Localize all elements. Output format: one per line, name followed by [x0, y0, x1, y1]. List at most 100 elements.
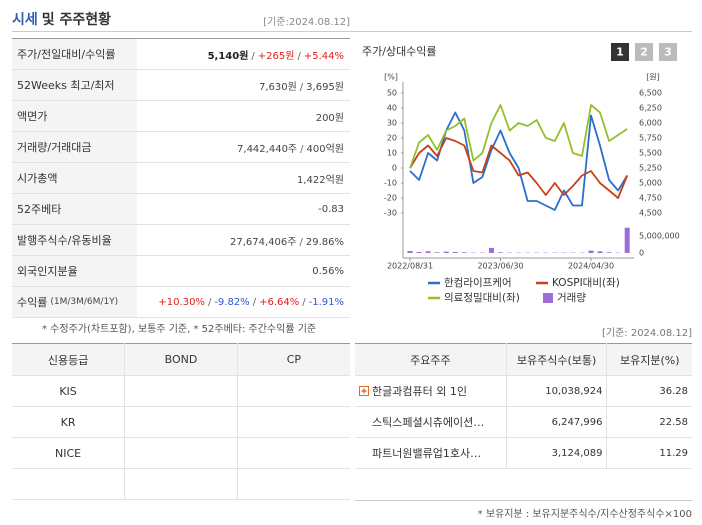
legend-label: KOSPI대비(좌) [552, 277, 620, 289]
y2-tick-label: 4,750 [639, 194, 662, 203]
cp-cell [237, 406, 350, 438]
base-date: [기준: 2024.08.12] [601, 328, 692, 339]
y-tick-label: 0 [392, 164, 397, 173]
header-cell: BOND [124, 343, 238, 376]
separator: / [207, 296, 212, 308]
y2-axis-unit: [원] [646, 73, 660, 82]
legend-label: 한컴라이프케어 [444, 277, 512, 289]
credit-table: 신용등급 BOND CP KIS KR NICE [12, 343, 350, 500]
row-label: 시가총액 [12, 163, 137, 193]
summary-row: 거래량/거래대금 7,442,440주/400억원 [12, 132, 350, 163]
header-cell: 보유주식수(보통) [506, 343, 608, 376]
agency: KR [12, 406, 126, 438]
series-line [409, 111, 628, 211]
shareholder-table: 주요주주 보유주식수(보통) 보유지분(%) 한글과컴퓨터 외 1인 10,038,92… [355, 343, 692, 469]
row-value: 200원 [137, 109, 350, 124]
bond-cell [124, 437, 238, 469]
summary-row: 주가/전일대비/수익률 5,140원 / +265원 / +5.44% [12, 39, 350, 70]
value-text: 400억원 [306, 143, 345, 155]
header-cell: 신용등급 [12, 343, 126, 376]
separator: / [299, 236, 303, 248]
expand-icon[interactable] [359, 386, 369, 396]
label-text: 시가총액 [17, 172, 58, 185]
volume-bar [434, 252, 440, 253]
x-tick-label: 2024/04/30 [568, 262, 614, 271]
value-text: 27,674,406주 [230, 236, 297, 248]
legend-label: 거래량 [557, 292, 586, 304]
cp-cell [237, 375, 350, 407]
summary-row: 수익률 (1M/3M/6M/1Y) +10.30% / -9.82% / +6.64% / -1… [12, 287, 350, 318]
label-text: 52주베타 [17, 203, 62, 216]
empty-cell [237, 468, 350, 500]
separator: / [302, 296, 306, 308]
y2-tick-label: 5,500 [639, 149, 662, 158]
page-button-label[interactable]: 1 [616, 46, 624, 59]
series-line [409, 104, 628, 169]
volume-bar [606, 252, 612, 253]
y2-tick-label: 5,000 [639, 179, 662, 188]
row-value: -0.83 [137, 204, 350, 215]
volume-bar [452, 251, 458, 253]
holder-cell: 3,124,089 [506, 437, 608, 469]
holder-row: 스틱스페셜시츄에이션… 6,247,996 22.58 [355, 406, 692, 438]
page-button[interactable] [659, 43, 677, 61]
holder-cell: 22.58 [606, 406, 692, 438]
summary-table: 주가/전일대비/수익률 5,140원 / +265원 / +5.44% 52Weeks 최고… [12, 38, 350, 318]
credit-row: NICE [12, 437, 350, 469]
volume-tick-label: 5,000,000 [639, 232, 680, 241]
holder-cell: 한글과컴퓨터 외 1인 [355, 375, 507, 407]
holder-cell: 파트너원밸류업1호사… [355, 437, 507, 469]
value-text: -1.91% [308, 296, 344, 308]
value-text: +5.44% [303, 50, 344, 62]
label-note: (1M/3M/6M/1Y) [50, 297, 119, 307]
summary-row: 액면가 200원 [12, 101, 350, 132]
y-tick-label: -10 [384, 179, 397, 188]
y-axis-unit: [%] [384, 73, 398, 82]
footnote: * 수정주가(차트포함), 보통주 기준, * 52주베타: 주간수익률 기준 [42, 324, 317, 335]
row-value: 7,442,440주/400억원 [137, 140, 350, 155]
volume-bar [624, 227, 630, 253]
row-value: 5,140원 / +265원 / +5.44% [137, 47, 350, 62]
value-text: 1,422억원 [296, 174, 344, 186]
y-tick-label: -30 [384, 209, 397, 218]
separator: / [251, 50, 255, 62]
label-text: 외국인지분율 [17, 265, 78, 278]
page-button-label[interactable]: 3 [664, 46, 672, 59]
value-text: +10.30% [158, 296, 205, 308]
value-text: +265원 [257, 50, 295, 62]
title-main: 시세 [12, 12, 38, 28]
label-text: 발행주식수/유동비율 [17, 234, 112, 247]
row-label: 주가/전일대비/수익률 [12, 39, 137, 69]
footnote: * 보유지분 : 보유지분주식수/지수산정주식수×100 [477, 509, 692, 520]
volume-bar [488, 247, 494, 253]
base-date: [기준:2024.08.12] [263, 17, 350, 28]
summary-row: 외국인지분율 0.56% [12, 256, 350, 287]
chart-title: 주가/상대수익률 [362, 45, 437, 58]
page-button-label[interactable]: 2 [640, 46, 648, 59]
credit-row: KIS [12, 375, 350, 407]
value-text: +6.64% [259, 296, 300, 308]
value-text: 29.86% [305, 236, 344, 248]
series-line [409, 137, 629, 199]
label-text: 주가/전일대비/수익률 [17, 48, 116, 61]
empty-cell [124, 468, 238, 500]
row-value: +10.30% / -9.82% / +6.64% / -1.91% [137, 297, 350, 308]
page-button[interactable] [635, 43, 653, 61]
header-row: 주요주주 보유주식수(보통) 보유지분(%) [355, 343, 692, 376]
cell-text: 11.29 [659, 447, 688, 459]
volume-bar [498, 252, 503, 253]
y2-tick-label: 6,000 [639, 119, 662, 128]
title-rest: 및 주주현황 [41, 12, 112, 28]
page-button[interactable] [611, 43, 629, 61]
holder-cell: 스틱스페셜시츄에이션… [355, 406, 507, 438]
separator: / [300, 143, 304, 155]
label-text: 거래량/거래대금 [17, 141, 92, 154]
y2-tick-label: 4,500 [639, 209, 662, 218]
credit-row: KR [12, 406, 350, 438]
icon-plus [361, 388, 367, 394]
volume-bar [407, 250, 413, 253]
legend-swatch [543, 293, 553, 303]
cell-text: 10,038,924 [545, 385, 603, 397]
